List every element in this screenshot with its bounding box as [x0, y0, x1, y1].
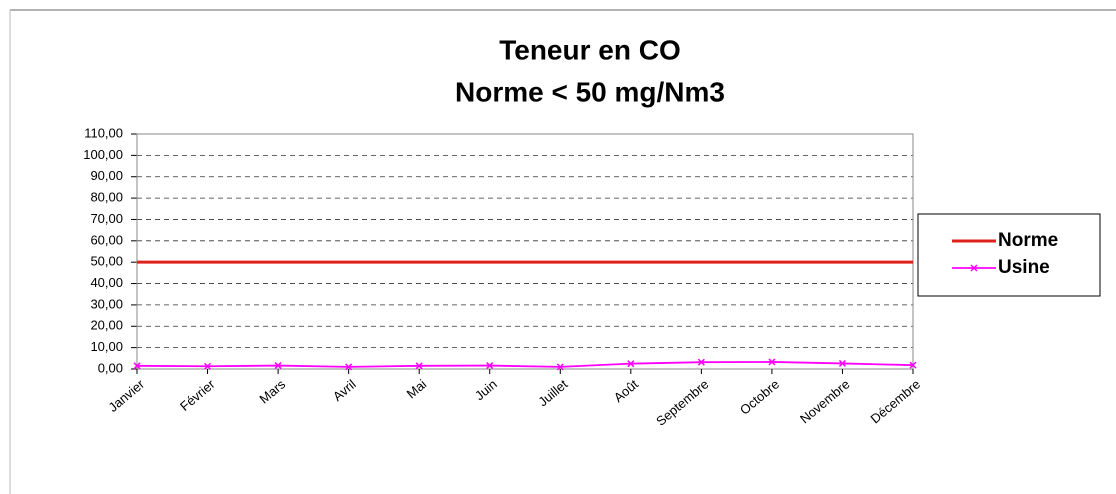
y-tick-label: 60,00 [90, 232, 123, 247]
chart-subtitle: Norme < 50 mg/Nm3 [455, 76, 725, 107]
marker [697, 358, 705, 366]
y-tick-label: 20,00 [90, 318, 123, 333]
marker [345, 363, 353, 371]
legend-label: Usine [998, 257, 1050, 278]
y-tick-label: 50,00 [90, 254, 123, 269]
plot-border [136, 133, 914, 370]
y-tick-label: 10,00 [90, 339, 123, 354]
marker [274, 362, 282, 370]
marker [768, 358, 776, 366]
y-tick-label: 30,00 [90, 296, 123, 311]
marker [627, 360, 635, 368]
y-tick-label: 90,00 [90, 168, 123, 183]
y-tick-label: 40,00 [90, 275, 123, 290]
chart-title: Teneur en CO [499, 34, 681, 65]
marker [486, 362, 494, 370]
marker [556, 363, 564, 371]
marker [909, 361, 917, 369]
legend-box [917, 213, 1101, 297]
y-tick-label: 70,00 [90, 211, 123, 226]
marker [838, 359, 846, 367]
marker [415, 362, 423, 370]
y-tick-label: 80,00 [90, 190, 123, 205]
y-tick-label: 0,00 [98, 360, 123, 375]
legend-label: Norme [998, 230, 1058, 251]
legend-marker [970, 264, 978, 272]
marker [204, 362, 212, 370]
series-line [136, 361, 914, 368]
y-tick-label: 100,00 [83, 147, 123, 162]
marker [133, 362, 141, 370]
y-tick-label: 110,00 [84, 125, 123, 140]
